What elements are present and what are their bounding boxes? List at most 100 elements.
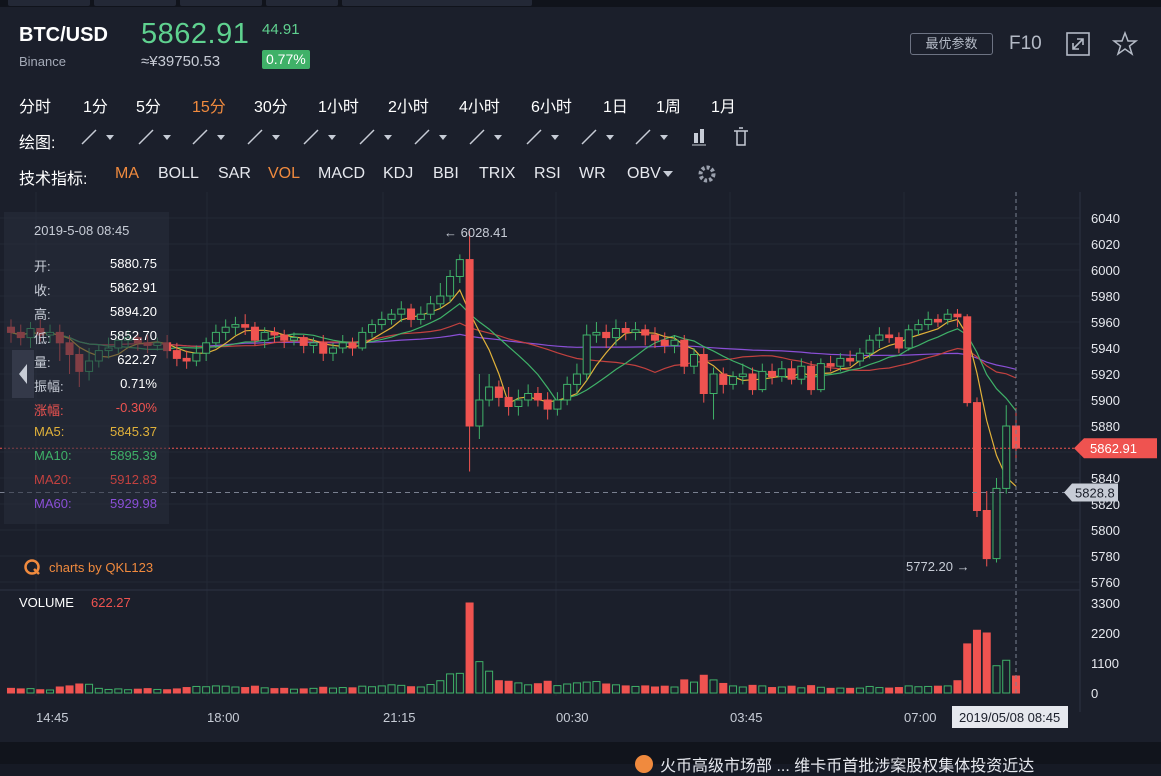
candle-body <box>553 399 562 410</box>
candle <box>494 380 503 407</box>
timeframe-2小时[interactable]: 2小时 <box>388 99 429 116</box>
timeframe-5分[interactable]: 5分 <box>136 99 161 116</box>
arrow-tool-icon[interactable] <box>525 125 569 149</box>
trash-icon[interactable] <box>730 125 774 149</box>
measure-tool-icon[interactable] <box>580 125 624 149</box>
volume-value: 622.27 <box>91 595 131 610</box>
volume-bar <box>533 683 542 694</box>
candle <box>231 316 240 335</box>
candle-body <box>611 328 620 339</box>
candle-body <box>846 357 855 362</box>
time-tick-label: 07:00 <box>904 710 937 725</box>
polyline-tool-icon[interactable] <box>137 125 181 149</box>
scroll-left-button[interactable] <box>12 350 34 398</box>
volume-bar <box>738 686 747 694</box>
candle <box>826 355 835 372</box>
fib-tool-icon[interactable] <box>413 125 457 149</box>
window-tab[interactable] <box>266 0 338 6</box>
channel-tool-icon[interactable] <box>191 125 235 149</box>
candle-body <box>289 337 298 341</box>
indicator-kdj[interactable]: KDJ <box>383 165 414 182</box>
price-tick-label: 5760 <box>1091 575 1120 590</box>
window-tab[interactable] <box>8 0 90 6</box>
indicator-sar[interactable]: SAR <box>218 165 251 182</box>
volume-bar <box>807 685 816 694</box>
candlestick-chart[interactable]: 6040602060005980596059405920590058805860… <box>0 192 1161 742</box>
candle-body <box>465 259 474 427</box>
fullscreen-icon[interactable] <box>1065 31 1091 57</box>
candle <box>348 337 357 356</box>
indicator-macd[interactable]: MACD <box>318 165 366 182</box>
line-tool-icon[interactable] <box>80 125 124 149</box>
time-tick-label: 18:00 <box>207 710 240 725</box>
wave-tool-icon[interactable] <box>302 125 346 149</box>
indicator-wr[interactable]: WR <box>579 165 606 182</box>
window-tab[interactable] <box>180 0 262 6</box>
chart-area[interactable]: 6040602060005980596059405920590058805860… <box>0 192 1161 742</box>
timeframe-1周[interactable]: 1周 <box>656 99 681 116</box>
volume-bar <box>787 685 796 694</box>
timeframe-分时[interactable]: 分时 <box>19 99 52 116</box>
best-params-button[interactable]: 最优参数 <box>910 33 993 55</box>
timeframe-6小时[interactable]: 6小时 <box>531 99 572 116</box>
info-label: MA10: <box>34 448 72 463</box>
indicator-obv[interactable]: OBV <box>627 165 661 182</box>
timeframe-4小时[interactable]: 4小时 <box>459 99 500 116</box>
candle-body <box>260 331 269 341</box>
f10-button[interactable]: F10 <box>1009 33 1042 54</box>
volume-bar <box>446 673 455 694</box>
volume-bar <box>485 670 494 694</box>
indicator-boll[interactable]: BOLL <box>158 165 199 182</box>
pattern-tool-icon[interactable] <box>358 125 402 149</box>
volume-bar <box>124 689 133 694</box>
timeframe-1月[interactable]: 1月 <box>711 99 736 116</box>
volume-bar <box>758 685 767 694</box>
volume-bar <box>602 683 611 694</box>
settings-gear-icon[interactable] <box>696 163 718 185</box>
info-value: -0.30% <box>115 400 157 415</box>
volume-bar <box>368 686 377 694</box>
volume-bar <box>202 686 211 694</box>
timeframe-30分[interactable]: 30分 <box>254 99 288 116</box>
window-tab[interactable] <box>94 0 176 6</box>
timeframe-1小时[interactable]: 1小时 <box>318 99 359 116</box>
candle <box>270 327 279 343</box>
timeframe-15分[interactable]: 15分 <box>192 99 226 116</box>
volume-bar <box>894 687 903 694</box>
window-tab[interactable] <box>342 0 532 6</box>
candle <box>758 363 767 393</box>
indicator-ma[interactable]: MA <box>115 165 139 182</box>
volume-bar <box>299 688 308 694</box>
candle-body <box>202 342 211 354</box>
volume-bar <box>36 689 45 694</box>
candle <box>455 254 464 283</box>
candle-body <box>348 342 357 349</box>
candle <box>797 358 806 385</box>
obv-dropdown-icon[interactable] <box>662 170 674 178</box>
indicator-bbi[interactable]: BBI <box>433 165 459 182</box>
news-ticker-text[interactable]: 火币高级市场部 ... 维卡币首批涉案股权集体投资近达 <box>660 758 1035 775</box>
candle <box>465 231 474 472</box>
candle <box>641 324 650 346</box>
candle-body <box>660 339 669 346</box>
candle <box>338 335 347 354</box>
shape-tool-icon[interactable] <box>246 125 290 149</box>
candle-body <box>836 357 845 367</box>
gann-tool-icon[interactable] <box>468 125 512 149</box>
timeframe-1日[interactable]: 1日 <box>603 99 628 116</box>
candle <box>250 322 259 346</box>
candle <box>689 348 699 374</box>
candle-marker-icon[interactable] <box>690 125 734 149</box>
text-tool-icon[interactable] <box>634 125 678 149</box>
indicator-rsi[interactable]: RSI <box>534 165 561 182</box>
candle-body <box>309 342 318 346</box>
candle-body <box>709 373 718 394</box>
volume-bar <box>875 687 884 694</box>
indicator-vol[interactable]: VOL <box>268 165 301 182</box>
cursor-time-tag-text: 2019/05/08 08:45 <box>959 710 1060 725</box>
candle <box>426 296 435 320</box>
indicator-trix[interactable]: TRIX <box>479 165 516 182</box>
candle <box>475 374 484 439</box>
timeframe-1分[interactable]: 1分 <box>83 99 108 116</box>
star-icon[interactable] <box>1112 31 1138 57</box>
